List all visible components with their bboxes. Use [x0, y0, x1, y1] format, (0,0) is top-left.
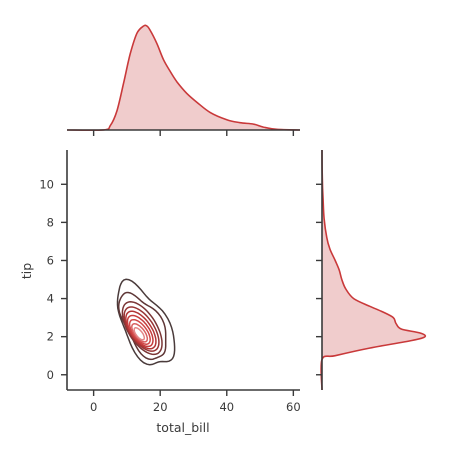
x-tick-label: 40 [219, 400, 234, 414]
kde-contour-level [128, 318, 151, 345]
kde-contour-level [116, 278, 176, 366]
x-axis-ticks: 0 20 40 60 [90, 390, 301, 414]
y-tick-label: 0 [47, 368, 54, 382]
marginal-x-line [66, 24, 301, 132]
y-tick-label: 8 [47, 215, 54, 229]
kde-contour-level [131, 323, 149, 343]
kde-contour-level [121, 301, 163, 356]
marginal-x-fill [67, 25, 300, 131]
marginal-y-line [320, 149, 427, 391]
marginal-y-ticks [316, 183, 322, 376]
y-tick-label: 2 [47, 330, 54, 344]
marginal-y-fill [321, 150, 426, 390]
marginal-x-kde [66, 24, 301, 136]
kde-contour-level [133, 327, 146, 341]
joint-kde-contours [116, 278, 176, 366]
marginal-y-kde [316, 149, 427, 391]
x-tick-label: 0 [90, 400, 97, 414]
x-tick-label: 60 [286, 400, 301, 414]
x-axis-label: total_bill [156, 420, 209, 435]
x-tick-label: 20 [153, 400, 168, 414]
y-axis-ticks: 0 2 4 6 8 10 [39, 177, 67, 382]
y-tick-label: 4 [47, 292, 54, 306]
y-tick-label: 10 [39, 177, 54, 191]
kde-contour-level [126, 314, 154, 348]
kde-contour-level [123, 306, 160, 352]
marginal-x-ticks [92, 130, 295, 136]
y-tick-label: 6 [47, 253, 54, 267]
y-axis-label: tip [19, 263, 34, 279]
